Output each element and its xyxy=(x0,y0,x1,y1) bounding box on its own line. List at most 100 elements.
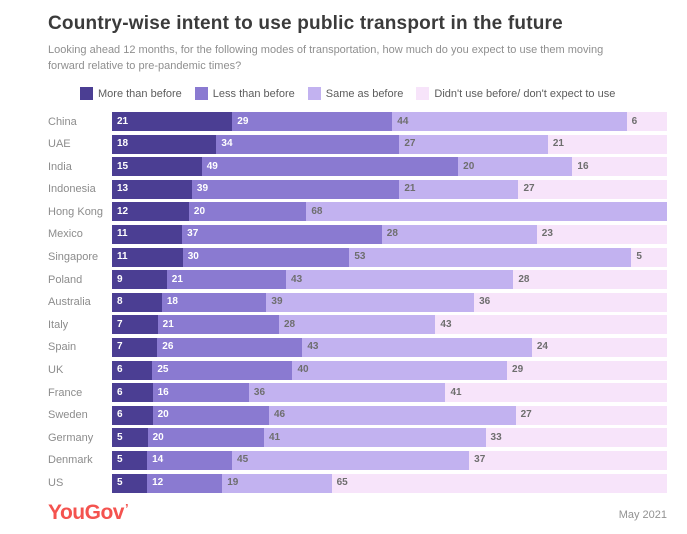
country-label: Sweden xyxy=(48,409,88,422)
bar-segment-didnt-use-before: 28 xyxy=(513,270,667,290)
country-label: Singapore xyxy=(48,251,99,264)
bar-segment-more-than-before: 21 xyxy=(112,112,233,131)
bar-segment-same-as-before: 40 xyxy=(292,360,508,380)
stacked-bar: 7 21 28 43 xyxy=(112,315,667,335)
value-label: 20 xyxy=(157,409,169,421)
country-label: China xyxy=(48,115,77,128)
stacked-bar: 13 39 21 27 xyxy=(112,179,667,199)
value-label: 30 xyxy=(187,251,199,263)
country-label: US xyxy=(48,477,64,489)
value-label: 21 xyxy=(162,318,174,330)
stacked-bar: 6 25 40 29 xyxy=(112,360,667,380)
stacked-bar: 8 18 39 36 xyxy=(112,292,667,312)
value-label: 6 xyxy=(631,115,638,127)
value-label: 43 xyxy=(307,341,319,353)
value-label: 36 xyxy=(253,386,266,398)
bar-segment-more-than-before: 5 xyxy=(112,473,148,493)
legend-swatch-didnt-use-before xyxy=(416,87,430,100)
country-label: Germany xyxy=(48,431,94,444)
chart-row: Italy 7 21 28 43 xyxy=(48,315,667,335)
value-label: 21 xyxy=(404,183,416,195)
value-label: 5 xyxy=(117,431,123,443)
legend-item-didnt-use-before: Didn't use before/ don't expect to use xyxy=(416,87,615,100)
value-label: 16 xyxy=(157,386,169,398)
bar-segment-more-than-before: 13 xyxy=(112,179,192,199)
stacked-bar: 5 20 41 33 xyxy=(112,428,667,448)
value-label: 11 xyxy=(117,228,128,240)
value-label: 33 xyxy=(490,431,502,443)
country-label: Italy xyxy=(48,318,69,331)
bar-segment-same-as-before: 45 xyxy=(232,450,470,470)
value-label: 65 xyxy=(336,477,348,488)
stacked-bar: 12 20 68 xyxy=(112,202,667,222)
stacked-bar: 7 26 43 24 xyxy=(112,337,667,357)
legend: More than before Less than before Same as … xyxy=(80,87,615,100)
value-label: 41 xyxy=(450,386,462,398)
yougov-logo-tick: ’ xyxy=(124,501,129,516)
chart-row: Australia 8 18 39 36 xyxy=(48,292,667,312)
bar-segment-same-as-before: 68 xyxy=(306,202,667,222)
bar-segment-more-than-before: 15 xyxy=(112,157,202,177)
bar-segment-less-than-before: 37 xyxy=(182,224,382,244)
bar-segment-didnt-use-before: 16 xyxy=(572,157,667,177)
chart-row: France 6 16 36 41 xyxy=(48,383,667,403)
bar-segment-didnt-use-before: 29 xyxy=(507,360,667,380)
bar-segment-same-as-before: 19 xyxy=(222,473,332,493)
value-label: 44 xyxy=(397,115,409,127)
value-label: 45 xyxy=(237,454,249,466)
value-label: 14 xyxy=(152,454,164,466)
bar-segment-less-than-before: 30 xyxy=(182,247,350,267)
bar-segment-more-than-before: 5 xyxy=(112,450,148,470)
value-label: 37 xyxy=(474,454,486,466)
value-label: 21 xyxy=(552,138,564,150)
value-label: 6 xyxy=(117,409,123,421)
value-label: 19 xyxy=(227,477,239,488)
bar-segment-same-as-before: 44 xyxy=(392,112,627,131)
chart-subtitle: Looking ahead 12 months, for the followi… xyxy=(48,44,604,72)
value-label: 27 xyxy=(404,138,416,150)
bar-segment-more-than-before: 11 xyxy=(112,224,183,244)
value-label: 34 xyxy=(221,138,233,150)
bar-segment-same-as-before: 41 xyxy=(263,428,486,448)
country-label: Indonesia xyxy=(48,183,96,196)
bar-segment-more-than-before: 6 xyxy=(112,383,153,403)
country-label: Poland xyxy=(48,273,83,286)
legend-label: Less than before xyxy=(212,87,295,100)
country-label: France xyxy=(48,386,83,399)
bar-segment-less-than-before: 14 xyxy=(147,450,233,470)
bar-segment-less-than-before: 26 xyxy=(157,337,303,357)
bar-segment-more-than-before: 9 xyxy=(112,270,167,290)
bar-segment-didnt-use-before: 5 xyxy=(631,247,667,267)
country-label: Denmark xyxy=(48,454,93,467)
bar-segment-less-than-before: 39 xyxy=(191,179,400,199)
value-label: 37 xyxy=(187,228,199,240)
chart-title: Country-wise intent to use public transp… xyxy=(48,13,563,34)
country-label: UAE xyxy=(48,138,71,151)
bar-segment-less-than-before: 20 xyxy=(188,202,307,222)
stacked-bar: 5 12 19 65 xyxy=(112,473,667,493)
yougov-logo: YouGov’ xyxy=(48,501,129,525)
country-label: India xyxy=(48,160,72,173)
value-label: 21 xyxy=(171,273,183,285)
bar-segment-same-as-before: 43 xyxy=(302,337,532,357)
bar-segment-didnt-use-before: 33 xyxy=(485,428,667,448)
value-label: 20 xyxy=(463,160,475,172)
bar-segment-didnt-use-before: 21 xyxy=(547,134,667,154)
chart-row: Poland 9 21 43 28 xyxy=(48,270,667,290)
value-label: 29 xyxy=(237,115,249,127)
value-label: 12 xyxy=(152,477,164,488)
bar-segment-more-than-before: 5 xyxy=(112,428,148,448)
stacked-bar: 6 16 36 41 xyxy=(112,383,667,403)
bar-segment-same-as-before: 36 xyxy=(248,383,446,403)
value-label: 7 xyxy=(117,341,123,353)
bar-segment-less-than-before: 29 xyxy=(232,112,393,131)
bar-segment-didnt-use-before: 6 xyxy=(626,112,667,131)
country-label: Mexico xyxy=(48,228,83,241)
chart-row: Denmark 5 14 45 37 xyxy=(48,450,667,470)
bar-segment-same-as-before: 46 xyxy=(268,405,516,425)
value-label: 43 xyxy=(291,273,303,285)
value-label: 16 xyxy=(577,160,589,172)
value-label: 46 xyxy=(273,409,286,421)
chart-row: US 5 12 19 65 xyxy=(48,473,667,493)
bar-segment-didnt-use-before: 23 xyxy=(536,224,667,244)
